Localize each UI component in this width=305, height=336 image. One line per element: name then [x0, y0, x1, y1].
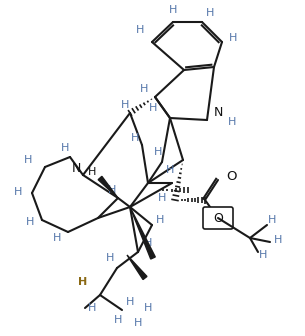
Text: H: H [26, 217, 34, 227]
Text: H: H [134, 318, 142, 328]
Text: N: N [213, 106, 223, 119]
Text: H: H [166, 165, 174, 175]
Text: H: H [78, 277, 88, 287]
Text: H: H [121, 100, 129, 110]
Text: H: H [206, 8, 214, 18]
Text: H: H [108, 185, 116, 195]
Polygon shape [98, 176, 118, 198]
Text: O: O [213, 211, 223, 224]
Text: N: N [71, 162, 81, 174]
Text: H: H [114, 315, 122, 325]
Text: H: H [88, 303, 96, 313]
Text: H: H [259, 250, 267, 260]
Text: H: H [156, 215, 164, 225]
Text: H: H [158, 193, 166, 203]
Text: H: H [144, 303, 152, 313]
Text: H: H [154, 147, 162, 157]
Text: H: H [88, 167, 96, 177]
Text: H: H [268, 215, 276, 225]
Text: H: H [53, 233, 61, 243]
Text: H: H [106, 253, 114, 263]
Text: H: H [131, 133, 139, 143]
Polygon shape [127, 255, 147, 280]
Text: H: H [169, 5, 177, 15]
Text: H: H [229, 33, 237, 43]
Text: O: O [226, 169, 236, 182]
Text: H: H [136, 25, 144, 35]
Text: H: H [274, 235, 282, 245]
Text: H: H [14, 187, 22, 197]
Text: H: H [24, 155, 32, 165]
Text: H: H [61, 143, 69, 153]
Polygon shape [130, 207, 155, 259]
Text: H: H [149, 103, 157, 113]
Text: H: H [228, 117, 236, 127]
Text: H: H [140, 84, 148, 94]
Text: H: H [126, 297, 134, 307]
FancyBboxPatch shape [203, 207, 233, 229]
Text: H: H [144, 238, 152, 248]
